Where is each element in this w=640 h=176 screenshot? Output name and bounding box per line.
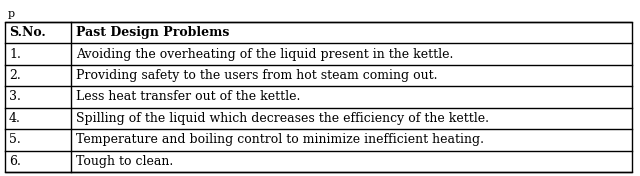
Text: Tough to clean.: Tough to clean.	[76, 155, 173, 168]
Text: 5.: 5.	[9, 133, 20, 146]
Text: p: p	[8, 9, 15, 19]
Text: 2.: 2.	[9, 69, 20, 82]
Text: Spilling of the liquid which decreases the efficiency of the kettle.: Spilling of the liquid which decreases t…	[76, 112, 489, 125]
Text: 4.: 4.	[9, 112, 21, 125]
Text: 1.: 1.	[9, 48, 21, 61]
Text: Past Design Problems: Past Design Problems	[76, 26, 229, 39]
Text: S.No.: S.No.	[9, 26, 45, 39]
Bar	[5, 22, 632, 172]
Text: Providing safety to the users from hot steam coming out.: Providing safety to the users from hot s…	[76, 69, 437, 82]
Text: Less heat transfer out of the kettle.: Less heat transfer out of the kettle.	[76, 90, 300, 103]
Text: 3.: 3.	[9, 90, 21, 103]
Text: Avoiding the overheating of the liquid present in the kettle.: Avoiding the overheating of the liquid p…	[76, 48, 453, 61]
Text: Temperature and boiling control to minimize inefficient heating.: Temperature and boiling control to minim…	[76, 133, 484, 146]
Text: 6.: 6.	[9, 155, 21, 168]
